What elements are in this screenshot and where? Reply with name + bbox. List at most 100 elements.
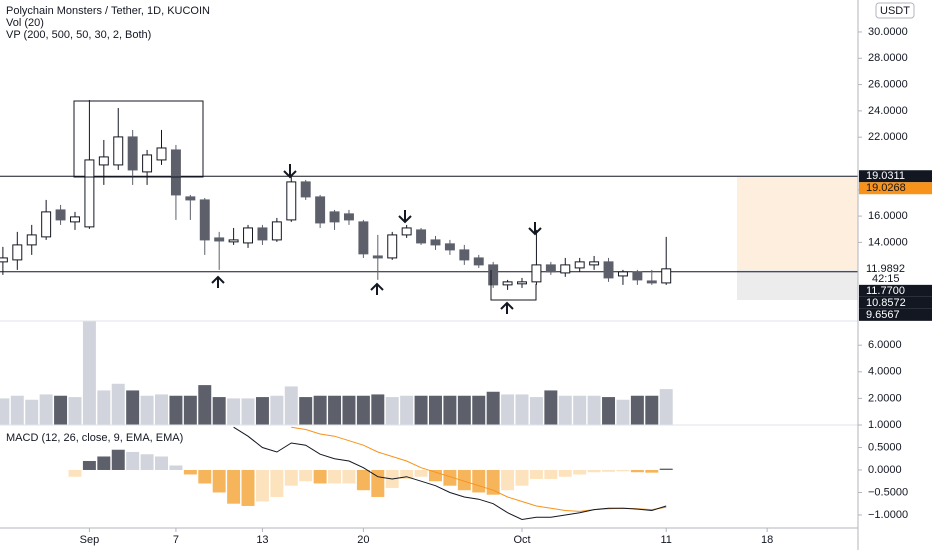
x-tick-label: 7 [173, 534, 179, 546]
macd-histogram-bar [573, 469, 587, 475]
price-label-text: 11.7700 [866, 285, 905, 297]
macd-histogram-bar [255, 469, 269, 502]
candle-body [142, 154, 153, 173]
macd-histogram-bar [659, 468, 673, 470]
volume-bar [39, 394, 53, 425]
macd-histogram-bar [111, 449, 125, 470]
candle-body [315, 196, 326, 224]
volume-bar [501, 394, 515, 425]
arrow-up [500, 301, 514, 314]
macd-histogram-bar [486, 469, 500, 495]
currency-button[interactable] [875, 2, 915, 19]
volume-bar [472, 395, 486, 425]
volume-bar [255, 397, 269, 425]
volume-bar [558, 395, 572, 425]
candle-body [271, 221, 282, 241]
candle-body [444, 243, 455, 251]
price-label-text: 19.0268 [866, 182, 906, 194]
candle-body [589, 261, 600, 266]
macd-histogram-bar [472, 469, 486, 493]
x-tick-label: Oct [513, 534, 530, 546]
volume-bar [659, 389, 673, 425]
price-label: 11.7700 [859, 285, 932, 297]
candle-body [632, 271, 643, 281]
price-label-bg [859, 308, 932, 321]
macd-histogram-bar [241, 469, 255, 506]
candle-body [401, 227, 412, 236]
volume-bar [270, 395, 284, 425]
candle-body [243, 227, 253, 244]
macd-histogram-bar [429, 469, 442, 482]
candle-body [286, 181, 297, 221]
price-label-text: 19.0311 [866, 170, 905, 182]
volume-bar [0, 398, 10, 425]
volume-bar [284, 386, 298, 425]
candle-body [55, 209, 66, 221]
price-label-bg [859, 170, 932, 183]
macd-histogram-bar [328, 469, 342, 484]
y-tick-label: 1.0000 [868, 419, 902, 431]
macd-histogram-bar [140, 454, 154, 470]
candle-body [473, 257, 484, 266]
candle-body [199, 199, 210, 241]
candle-body [416, 229, 427, 244]
macd-histogram-bar [544, 469, 558, 479]
indicator-label: VP (200, 500, 50, 30, 2, Both) [6, 29, 151, 41]
candle-body [156, 147, 167, 161]
candle-body [214, 237, 225, 242]
volume-bar [97, 390, 111, 425]
arrow-down [528, 222, 542, 236]
candle-body [545, 264, 556, 273]
volume-bar [227, 398, 241, 425]
macd-histogram-bar [198, 469, 212, 484]
macd-histogram-bar [227, 469, 241, 504]
y-tick-label: 30.0000 [868, 26, 908, 38]
macd-histogram-bar [414, 469, 428, 477]
volume-bar [198, 385, 212, 425]
volume-bar [573, 395, 587, 425]
volume-bar [140, 395, 154, 425]
candle-body [343, 213, 354, 221]
price-label-bg [859, 262, 932, 275]
arrow-down [398, 210, 412, 224]
candle-body [488, 264, 499, 286]
candle-body [26, 234, 37, 246]
volume-bar [82, 321, 96, 425]
volume-bar [385, 397, 399, 425]
price-label-bg [859, 296, 932, 309]
x-tick-label: 20 [357, 534, 369, 546]
candle-body [84, 159, 95, 228]
arrow-down [283, 164, 297, 179]
y-tick-label: 14.0000 [868, 236, 908, 248]
price-label: 10.8572 [859, 297, 932, 309]
y-tick-label: 16.0000 [868, 210, 908, 222]
macd-histogram-bar [126, 451, 140, 470]
candle-body [41, 211, 52, 238]
chart-title: Polychain Monsters / Tether, 1D, KUCOIN [6, 5, 210, 17]
macd-histogram-bar [299, 469, 313, 482]
volume-bar [111, 383, 125, 425]
volume-bar [356, 395, 370, 425]
volume-bar [155, 394, 168, 425]
arrow-up [211, 275, 225, 288]
volume-bar [457, 395, 471, 425]
candle-body [502, 281, 513, 286]
macd-histogram-bar [342, 469, 356, 484]
volume-bar [342, 395, 356, 425]
volume-bar [400, 395, 414, 425]
candle-body [560, 264, 571, 274]
vp-range [737, 177, 858, 270]
box-drawing [73, 100, 204, 178]
indicator-label: Vol (20) [6, 17, 44, 29]
volume-bar [429, 395, 442, 425]
price-label: 9.6567 [859, 309, 932, 321]
volume-bar [183, 395, 197, 425]
candle-body [329, 211, 340, 223]
volume-bar [371, 394, 385, 425]
arrow-up [370, 282, 384, 295]
candle-body [300, 181, 311, 198]
candle-body [459, 249, 470, 261]
volume-bar [486, 391, 500, 425]
